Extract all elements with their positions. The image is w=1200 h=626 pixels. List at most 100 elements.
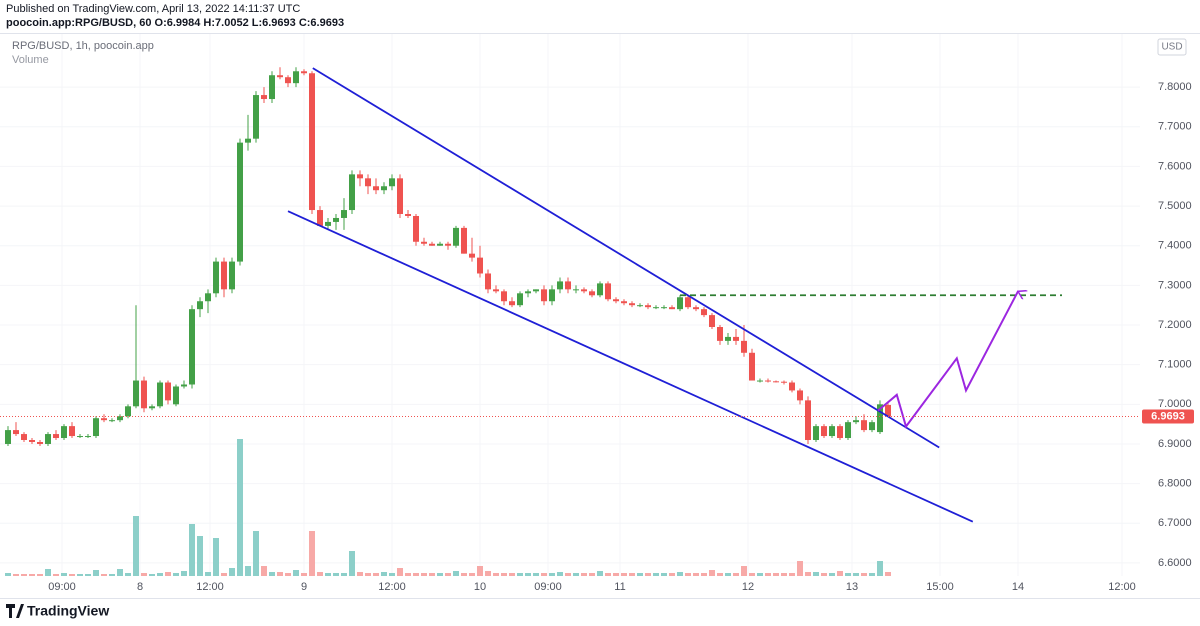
- candle-body: [885, 404, 891, 417]
- y-tick-label: 7.4000: [1158, 240, 1192, 252]
- candle-body: [789, 382, 795, 391]
- candle-body: [509, 301, 515, 306]
- x-tick-label: 8: [137, 581, 143, 593]
- candle-body: [349, 174, 355, 211]
- candle-body: [757, 380, 763, 382]
- candle-body: [133, 380, 139, 407]
- candle-body: [685, 297, 691, 308]
- volume-bar: [637, 573, 643, 576]
- candle-body: [549, 289, 555, 302]
- y-tick-label: 6.9000: [1158, 438, 1192, 450]
- volume-bar: [469, 573, 475, 576]
- volume-bar: [765, 573, 771, 576]
- volume-bar: [437, 573, 443, 576]
- candle-body: [733, 336, 739, 341]
- volume-bar: [397, 568, 403, 576]
- candle-body: [93, 418, 99, 437]
- candle-body: [357, 174, 363, 179]
- candle-body: [69, 426, 75, 437]
- volume-bar: [557, 572, 563, 576]
- candle-body: [317, 210, 323, 226]
- candle-body: [309, 73, 315, 211]
- drawing-solid: [287, 210, 974, 523]
- volume-bar: [333, 573, 339, 576]
- candle-body: [821, 426, 827, 437]
- candle-body: [269, 75, 275, 100]
- candle-body: [741, 340, 747, 353]
- candle-body: [709, 315, 715, 328]
- volume-bar: [805, 572, 811, 576]
- candle-body: [605, 283, 611, 300]
- volume-bar: [741, 566, 747, 576]
- last-price-label: 6.9693: [1151, 410, 1185, 422]
- volume-bar: [525, 573, 531, 576]
- volume-bar: [501, 573, 507, 576]
- volume-bar: [749, 573, 755, 576]
- volume-bar: [693, 573, 699, 576]
- volume-bar: [709, 570, 715, 576]
- candle-body: [237, 142, 243, 262]
- volume-bar: [645, 573, 651, 576]
- candle-body: [613, 299, 619, 302]
- candle-body: [861, 420, 867, 431]
- volume-bar: [861, 573, 867, 576]
- candle-body: [125, 406, 131, 417]
- candle-body: [653, 307, 659, 309]
- x-tick-label: 10: [474, 581, 486, 593]
- candle-body: [813, 426, 819, 441]
- volume-bar: [869, 573, 875, 576]
- candle-body: [701, 309, 707, 316]
- candle-body: [477, 257, 483, 274]
- volume-bar: [189, 524, 195, 576]
- volume-bar: [597, 571, 603, 576]
- candle-body: [285, 77, 291, 84]
- volume-bar: [365, 573, 371, 576]
- candle-body: [181, 384, 187, 387]
- candle-body: [877, 404, 883, 433]
- candle-body: [645, 305, 651, 308]
- candle-body: [533, 289, 539, 292]
- candle-body: [445, 243, 451, 246]
- volume-bar: [277, 572, 283, 576]
- volume-bar: [405, 573, 411, 576]
- candle-body: [53, 434, 59, 439]
- candle-body: [277, 75, 283, 78]
- candle-body: [773, 381, 779, 383]
- volume-bar: [629, 573, 635, 576]
- candle-body: [85, 436, 91, 438]
- candle-body: [141, 380, 147, 409]
- volume-bar: [221, 573, 227, 576]
- candle-body: [157, 382, 163, 407]
- volume-bar: [485, 571, 491, 576]
- candle-body: [117, 416, 123, 421]
- volume-bar: [781, 573, 787, 576]
- candle-body: [565, 281, 571, 290]
- volume-bar: [461, 573, 467, 576]
- candle-body: [661, 307, 667, 309]
- candle-body: [341, 210, 347, 218]
- candle-body: [429, 243, 435, 246]
- x-tick-label: 9: [301, 581, 307, 593]
- currency-box[interactable]: [1157, 38, 1187, 56]
- candle-body: [45, 434, 51, 444]
- drawing-solid: [312, 67, 940, 449]
- volume-bar: [133, 516, 139, 576]
- volume-bar: [725, 573, 731, 576]
- y-tick-label: 6.7000: [1158, 517, 1192, 529]
- volume-bar: [301, 573, 307, 576]
- volume-bar: [533, 573, 539, 576]
- y-tick-label: 7.1000: [1158, 359, 1192, 371]
- candle-body: [869, 422, 875, 431]
- volume-bar: [413, 573, 419, 576]
- volume-bar: [453, 571, 459, 576]
- candle-body: [669, 307, 675, 310]
- volume-bar: [549, 573, 555, 576]
- y-tick-label: 7.3000: [1158, 279, 1192, 291]
- candle-body: [765, 380, 771, 382]
- volume-bar: [205, 572, 211, 576]
- candle-body: [637, 305, 643, 307]
- candle-body: [677, 297, 683, 310]
- volume-bar: [605, 573, 611, 576]
- volume-bar: [85, 574, 91, 576]
